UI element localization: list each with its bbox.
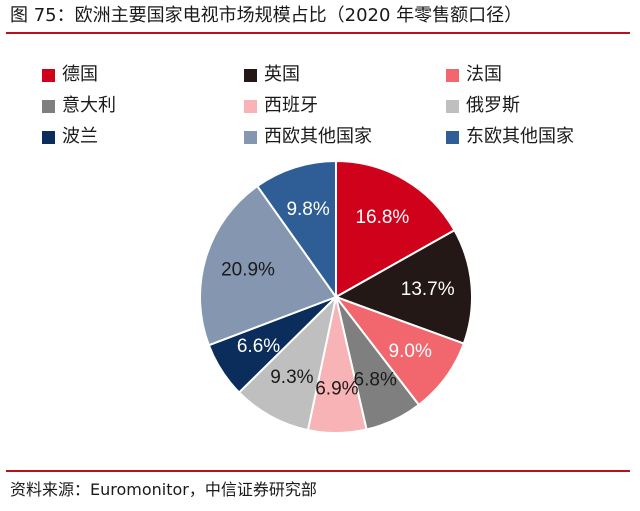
legend-swatch — [244, 130, 257, 144]
legend-swatch — [446, 99, 459, 113]
legend-item: 西班牙 — [244, 93, 318, 119]
slice-value-label: 16.8% — [355, 207, 409, 228]
legend-swatch — [42, 68, 55, 82]
legend-item: 英国 — [244, 62, 300, 88]
legend-item: 波兰 — [42, 124, 98, 150]
legend-label: 意大利 — [62, 95, 116, 116]
pie-slice — [255, 159, 337, 301]
legend-label: 西欧其他国家 — [264, 126, 372, 147]
legend-swatch — [244, 99, 257, 113]
pie-slice — [199, 184, 338, 347]
legend-item: 法国 — [446, 62, 502, 88]
slice-value-label: 6.8% — [354, 370, 397, 391]
figure-title: 图 75：欧洲主要国家电视市场规模占比（2020 年零售额口径） — [10, 5, 523, 26]
legend-item: 意大利 — [42, 93, 116, 119]
legend-item: 东欧其他国家 — [446, 124, 574, 150]
pie-slice — [335, 159, 456, 299]
legend-label: 英国 — [264, 64, 300, 85]
pie-slice — [237, 293, 338, 432]
slice-value-label: 9.8% — [286, 199, 329, 220]
source-divider — [6, 470, 630, 472]
pie-chart: 16.8% 13.7% 9.0% 6.8%6.9%9.3% 6.6% 20.9% 9.8% — [199, 159, 473, 434]
legend-swatch — [42, 130, 55, 144]
slice-value-label: 6.9% — [315, 379, 358, 400]
source-note: 资料来源：Euromonitor，中信证券研究部 — [10, 480, 317, 499]
legend-label: 西班牙 — [264, 95, 318, 116]
slice-value-label: 6.6% — [237, 336, 280, 357]
legend-item: 西欧其他国家 — [244, 124, 372, 150]
legend-item: 俄罗斯 — [446, 93, 520, 119]
legend-label: 法国 — [466, 64, 502, 85]
chart-legend: 德国 英国 法国意大利 西班牙 俄罗斯波兰 西欧其他国家 东欧其他国家 — [0, 0, 640, 160]
pie-slice — [333, 228, 473, 345]
slice-value-label: 9.3% — [270, 367, 313, 388]
legend-label: 俄罗斯 — [466, 95, 520, 116]
slice-value-label: 20.9% — [221, 260, 275, 281]
legend-item: 德国 — [42, 62, 98, 88]
legend-label: 东欧其他国家 — [466, 126, 574, 147]
legend-label: 德国 — [62, 64, 98, 85]
legend-swatch — [446, 68, 459, 82]
slice-value-label: 13.7% — [401, 279, 455, 300]
legend-swatch — [244, 68, 257, 82]
slice-value-label: 9.0% — [389, 341, 432, 362]
title-divider — [6, 32, 630, 34]
legend-swatch — [446, 130, 459, 144]
legend-label: 波兰 — [62, 126, 98, 147]
legend-swatch — [42, 99, 55, 113]
